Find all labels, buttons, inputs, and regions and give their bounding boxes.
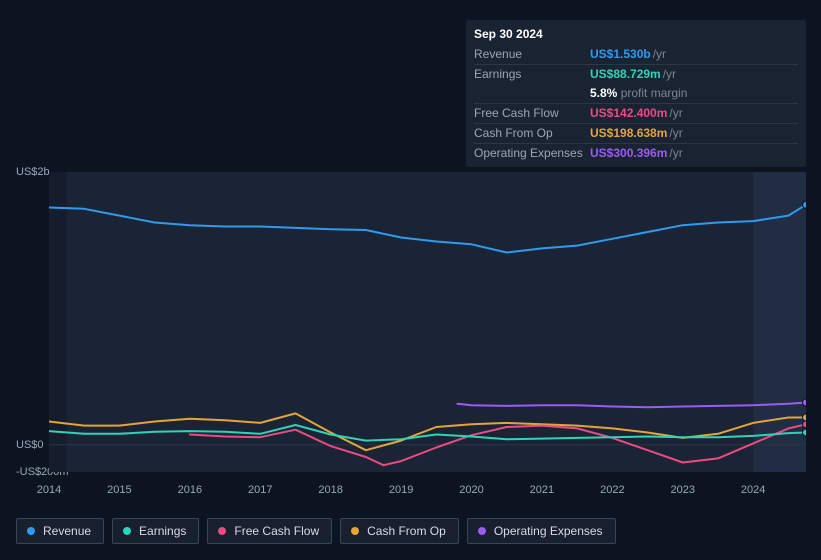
legend-item-free-cash-flow[interactable]: Free Cash Flow (207, 518, 332, 544)
y-axis-label: US$2b (16, 166, 50, 178)
tooltip-table: RevenueUS$1.530b/yrEarningsUS$88.729m/yr… (474, 45, 798, 163)
legend-label: Revenue (43, 524, 91, 538)
legend-dot-icon (123, 527, 131, 535)
tooltip-row-value: US$142.400m/yr (590, 104, 798, 124)
x-axis-label: 2017 (248, 484, 272, 496)
x-axis-label: 2015 (107, 484, 131, 496)
legend-dot-icon (27, 527, 35, 535)
x-axis-label: 2014 (37, 484, 61, 496)
tooltip-row-value: US$1.530b/yr (590, 45, 798, 65)
tooltip-row: EarningsUS$88.729m/yr (474, 65, 798, 85)
legend-dot-icon (351, 527, 359, 535)
legend-dot-icon (218, 527, 226, 535)
legend-label: Operating Expenses (494, 524, 603, 538)
tooltip-row-label: Earnings (474, 65, 590, 85)
legend-dot-icon (478, 527, 486, 535)
chart-tooltip: Sep 30 2024 RevenueUS$1.530b/yrEarningsU… (466, 20, 806, 167)
tooltip-date: Sep 30 2024 (474, 24, 798, 45)
tooltip-row-extra: 5.8% profit margin (474, 84, 798, 104)
tooltip-row-label: Free Cash Flow (474, 104, 590, 124)
tooltip-row-value: US$198.638m/yr (590, 124, 798, 144)
x-axis-label: 2023 (671, 484, 695, 496)
legend-item-earnings[interactable]: Earnings (112, 518, 199, 544)
legend-label: Cash From Op (367, 524, 446, 538)
legend-label: Earnings (139, 524, 186, 538)
x-axis-label: 2021 (530, 484, 554, 496)
chart-area: US$2bUS$0-US$200m 2014201520162017201820… (16, 160, 806, 478)
tooltip-row-label: Cash From Op (474, 124, 590, 144)
tooltip-row: RevenueUS$1.530b/yr (474, 45, 798, 65)
line-chart[interactable] (49, 172, 806, 472)
financials-chart-widget: Sep 30 2024 RevenueUS$1.530b/yrEarningsU… (0, 0, 821, 560)
legend-label: Free Cash Flow (234, 524, 319, 538)
tooltip-row: Free Cash FlowUS$142.400m/yr (474, 104, 798, 124)
chart-legend: Revenue Earnings Free Cash Flow Cash From O… (16, 518, 616, 544)
y-axis-label: US$0 (16, 439, 44, 451)
x-axis-label: 2024 (741, 484, 765, 496)
x-axis-label: 2019 (389, 484, 413, 496)
tooltip-row: Cash From OpUS$198.638m/yr (474, 124, 798, 144)
x-axis-label: 2022 (600, 484, 624, 496)
legend-item-revenue[interactable]: Revenue (16, 518, 104, 544)
x-axis-label: 2020 (459, 484, 483, 496)
tooltip-row-label: Revenue (474, 45, 590, 65)
legend-item-cash-from-op[interactable]: Cash From Op (340, 518, 459, 544)
tooltip-row-value: US$88.729m/yr (590, 65, 798, 85)
x-axis-label: 2016 (178, 484, 202, 496)
legend-item-operating-expenses[interactable]: Operating Expenses (467, 518, 616, 544)
x-axis-label: 2018 (318, 484, 342, 496)
